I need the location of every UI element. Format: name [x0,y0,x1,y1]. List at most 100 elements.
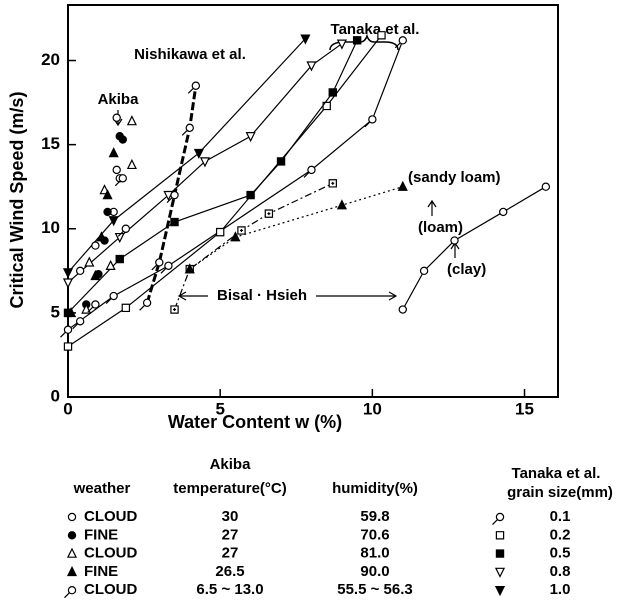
data-point [397,180,408,191]
data-point [245,132,256,143]
legend-marker [67,512,77,522]
annotation: (loam) [418,219,463,236]
annotation: (clay) [447,261,486,278]
series-line [67,38,306,273]
data-point [394,36,407,49]
data-point [139,298,152,311]
data-point [170,305,179,314]
y-axis-label: Critical Wind Speed (m/s) [7,92,27,309]
data-point [126,158,137,170]
arrow [427,199,437,216]
data-point [450,236,459,245]
data-point [96,231,107,242]
data-point [112,113,121,122]
data-point [87,300,100,313]
data-point [364,115,377,128]
y-tick-label: 20 [41,50,60,69]
series-line [402,186,547,310]
table-cell: CLOUD [84,508,137,525]
data-point [398,305,407,314]
table-header: humidity(%) [332,480,418,497]
table-header: grain size(mm) [507,484,613,501]
table-cell: 27 [222,526,239,543]
data-point [322,101,331,111]
annotation: Nishikawa et al. [134,46,246,63]
data-point [184,263,195,274]
data-point [103,207,112,217]
data-point [105,291,118,305]
data-point [115,254,124,264]
table-cell: CLOUD [84,581,137,598]
data-point [336,199,347,210]
x-axis-label: Water Content w (%) [168,412,342,432]
y-tick-label: 15 [41,134,60,153]
data-point [328,88,337,97]
data-point [336,39,347,50]
data-point [60,325,73,338]
data-point [187,81,201,94]
table-header: weather [73,480,131,497]
legend-marker [66,565,78,577]
data-point [199,157,211,168]
data-point [181,123,194,136]
legend-marker [66,547,78,558]
data-point [499,207,508,217]
legend-marker [492,512,505,525]
annotation: Akiba [98,91,140,108]
data-point [91,241,100,250]
series-line [189,186,403,270]
y-tick-label: 0 [51,386,60,405]
legend-marker [494,586,506,597]
annotation: Tanaka et al. [331,21,420,38]
data-point [160,261,173,274]
data-point [105,259,116,270]
table-cell: 6.5 ~ 13.0 [196,581,263,598]
data-point [276,157,286,166]
data-point [90,269,101,281]
table-cell: FINE [84,563,118,580]
data-point [246,190,255,200]
table-cell: 26.5 [215,563,244,580]
table-cell: CLOUD [84,545,137,562]
table-cell: 59.8 [360,508,389,525]
data-point [352,36,362,45]
annotation: (sandy loam) [408,169,501,186]
table-cell: 0.5 [550,545,571,562]
legend-marker [495,531,505,540]
x-tick-label: 15 [515,399,534,418]
table-cell: 90.0 [360,563,389,580]
data-point [166,190,179,204]
data-point [126,115,137,126]
legend-marker [494,567,506,578]
table-cell: 55.5 ~ 56.3 [337,581,412,598]
data-point [230,231,241,242]
data-point [102,189,113,200]
legend-marker [495,549,505,558]
data-point [303,165,316,178]
data-point [215,227,225,237]
legend-marker [64,586,77,599]
data-point [541,182,551,191]
legend-marker [67,531,77,540]
data-point [84,256,95,267]
data-point [75,266,85,276]
data-point [62,278,74,289]
data-point [63,342,73,351]
table-cell: 0.8 [550,563,571,580]
data-point [328,179,337,188]
data-point [419,266,429,276]
data-point [108,216,119,227]
data-point [109,207,118,217]
y-tick-label: 5 [51,302,60,321]
table-cell: 0.1 [550,508,571,525]
data-point [112,165,121,175]
table-cell: 30 [222,508,239,525]
table-title: Tanaka et al. [512,465,601,482]
data-point [121,303,131,313]
series-line [67,40,358,314]
data-point [306,61,317,72]
table-cell: 27 [222,545,239,562]
table-header: temperature(°C) [173,480,287,497]
arrow [177,291,398,301]
